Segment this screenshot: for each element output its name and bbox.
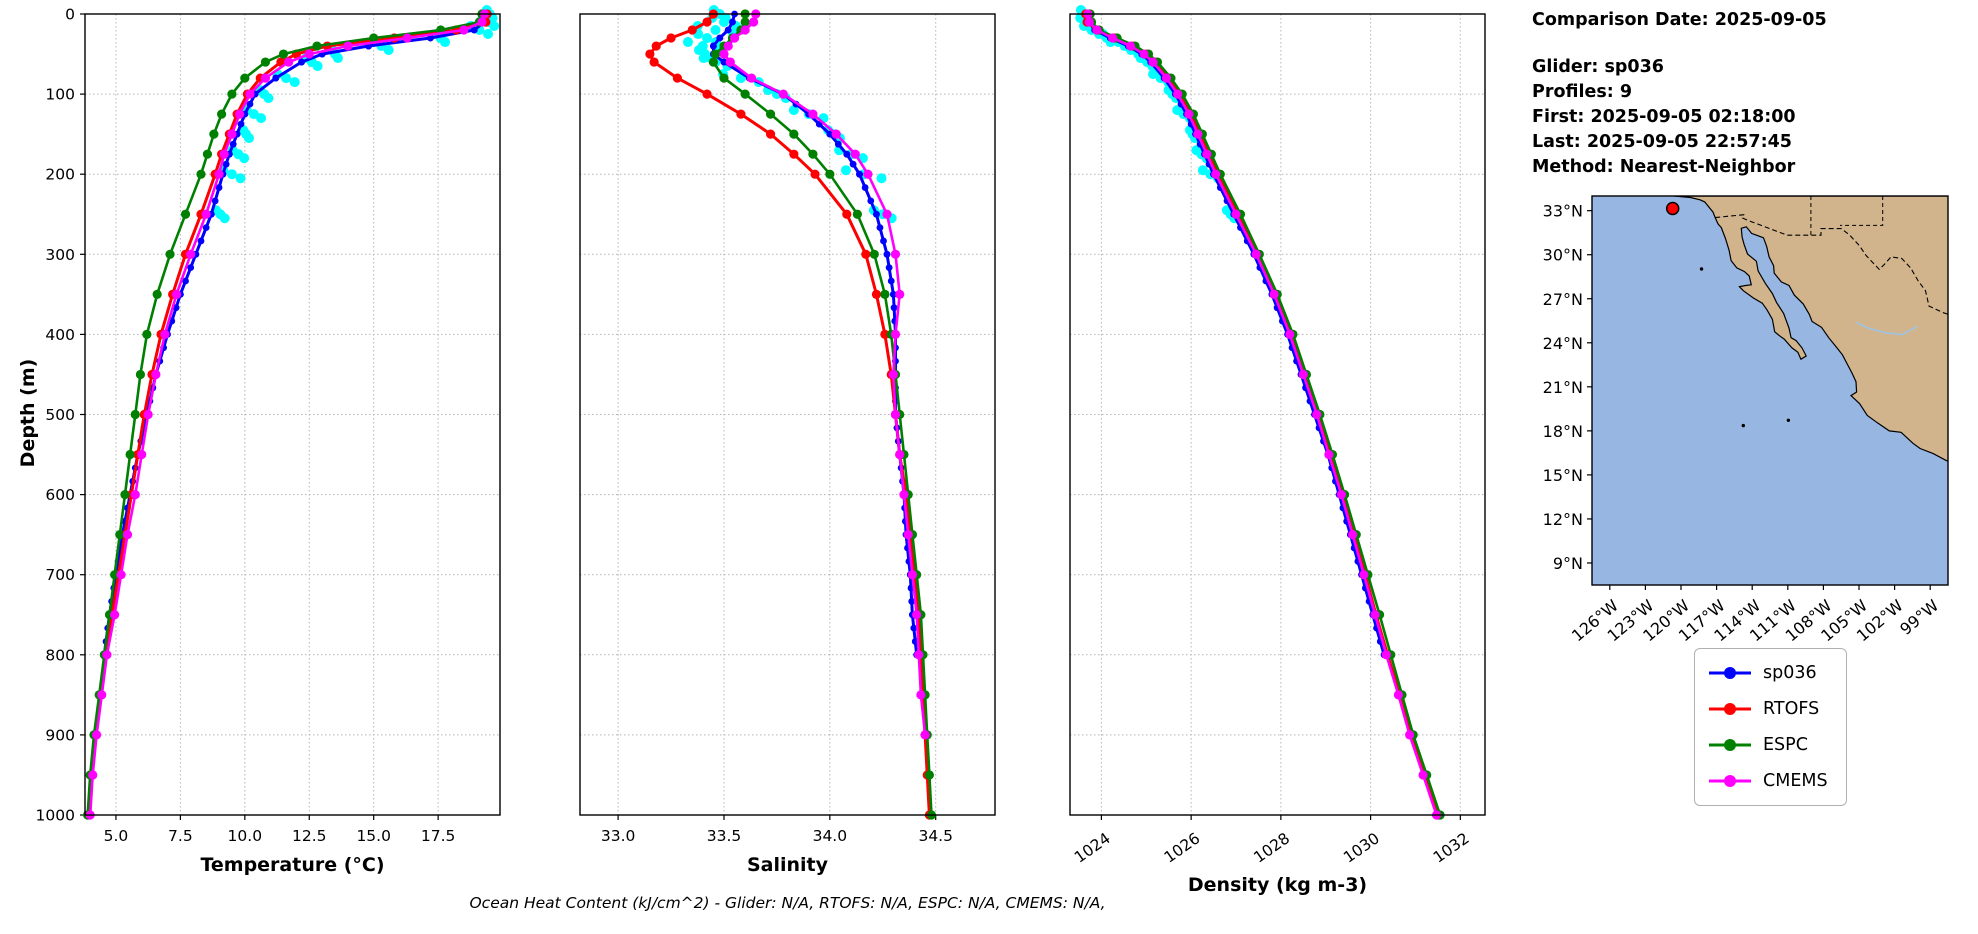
- svg-text:99°W: 99°W: [1896, 596, 1942, 639]
- svg-text:10.0: 10.0: [228, 827, 263, 845]
- svg-text:24°N: 24°N: [1543, 334, 1583, 353]
- svg-text:900: 900: [45, 726, 75, 744]
- svg-text:1000: 1000: [36, 807, 75, 825]
- svg-text:12°N: 12°N: [1543, 510, 1583, 529]
- svg-text:300: 300: [45, 246, 75, 264]
- comparison-date-text: Comparison Date: 2025-09-05: [1532, 10, 1827, 30]
- svg-text:33°N: 33°N: [1543, 202, 1583, 221]
- svg-text:34.0: 34.0: [813, 827, 848, 845]
- svg-text:27°N: 27°N: [1543, 290, 1583, 309]
- legend-line-marker-icon: [1709, 703, 1751, 715]
- legend: sp036 RTOFS ESPC CMEMS: [1694, 648, 1847, 806]
- svg-text:34.5: 34.5: [918, 827, 953, 845]
- density-profile-plot: 1024 1026 1028 1030 1032 Density (kg m-3): [1069, 5, 1486, 896]
- svg-text:9°N: 9°N: [1553, 554, 1583, 573]
- svg-text:Density (kg m-3): Density (kg m-3): [1188, 874, 1367, 896]
- svg-text:Salinity: Salinity: [747, 854, 829, 876]
- svg-text:500: 500: [45, 406, 75, 424]
- svg-text:1024: 1024: [1071, 829, 1114, 866]
- temperature-profile-plot: 5.0 7.5 10.0 12.5 15.0 17.5 0 100 200 300 400 500 60…: [36, 5, 501, 876]
- svg-text:17.5: 17.5: [421, 827, 456, 845]
- svg-text:7.5: 7.5: [168, 827, 193, 845]
- svg-text:5.0: 5.0: [104, 827, 129, 845]
- svg-text:800: 800: [45, 646, 75, 664]
- svg-text:33.0: 33.0: [601, 827, 636, 845]
- legend-entry-CMEMS: CMEMS: [1707, 767, 1828, 795]
- svg-text:21°N: 21°N: [1543, 378, 1583, 397]
- profiles-text: Profiles: 9: [1532, 82, 1633, 102]
- svg-text:400: 400: [45, 326, 75, 344]
- last-time-text: Last: 2025-09-05 22:57:45: [1532, 132, 1792, 152]
- legend-label: RTOFS: [1763, 699, 1820, 719]
- y-axis-label: Depth (m): [17, 358, 39, 468]
- legend-line-marker-icon: [1709, 739, 1751, 751]
- method-text: Method: Nearest-Neighbor: [1532, 157, 1796, 177]
- svg-text:18°N: 18°N: [1543, 422, 1583, 441]
- salinity-profile-plot: 33.0 33.5 34.0 34.5 Salinity: [579, 5, 996, 876]
- legend-entry-ESPC: ESPC: [1707, 731, 1828, 759]
- svg-text:1026: 1026: [1161, 829, 1204, 866]
- svg-text:33.5: 33.5: [707, 827, 742, 845]
- svg-text:15°N: 15°N: [1543, 466, 1583, 485]
- legend-line-marker-icon: [1709, 775, 1751, 787]
- legend-entry-RTOFS: RTOFS: [1707, 695, 1828, 723]
- glider-position-marker: [1665, 201, 1680, 216]
- svg-text:100: 100: [45, 86, 75, 104]
- svg-text:0: 0: [65, 6, 75, 24]
- map-inset: 33°N30°N27°N24°N21°N18°N15°N12°N9°N126°W…: [1543, 195, 1949, 645]
- ocean-heat-content-caption: Ocean Heat Content (kJ/cm^2) - Glider: N…: [469, 894, 1106, 912]
- legend-label: CMEMS: [1763, 771, 1828, 791]
- svg-text:15.0: 15.0: [356, 827, 391, 845]
- glider-text: Glider: sp036: [1532, 57, 1664, 77]
- svg-text:1032: 1032: [1430, 829, 1473, 866]
- svg-text:30°N: 30°N: [1543, 246, 1583, 265]
- legend-label: sp036: [1763, 663, 1817, 683]
- svg-text:700: 700: [45, 566, 75, 584]
- svg-text:1028: 1028: [1251, 829, 1294, 866]
- legend-line-marker-icon: [1709, 667, 1751, 679]
- info-panel: Comparison Date: 2025-09-05 Glider: sp03…: [1532, 8, 1827, 180]
- svg-text:600: 600: [45, 486, 75, 504]
- legend-label: ESPC: [1763, 735, 1808, 755]
- svg-text:1030: 1030: [1340, 829, 1383, 866]
- first-time-text: First: 2025-09-05 02:18:00: [1532, 107, 1796, 127]
- svg-text:Temperature (°C): Temperature (°C): [200, 854, 384, 876]
- svg-text:12.5: 12.5: [292, 827, 327, 845]
- svg-text:200: 200: [45, 166, 75, 184]
- legend-entry-sp036: sp036: [1707, 659, 1828, 687]
